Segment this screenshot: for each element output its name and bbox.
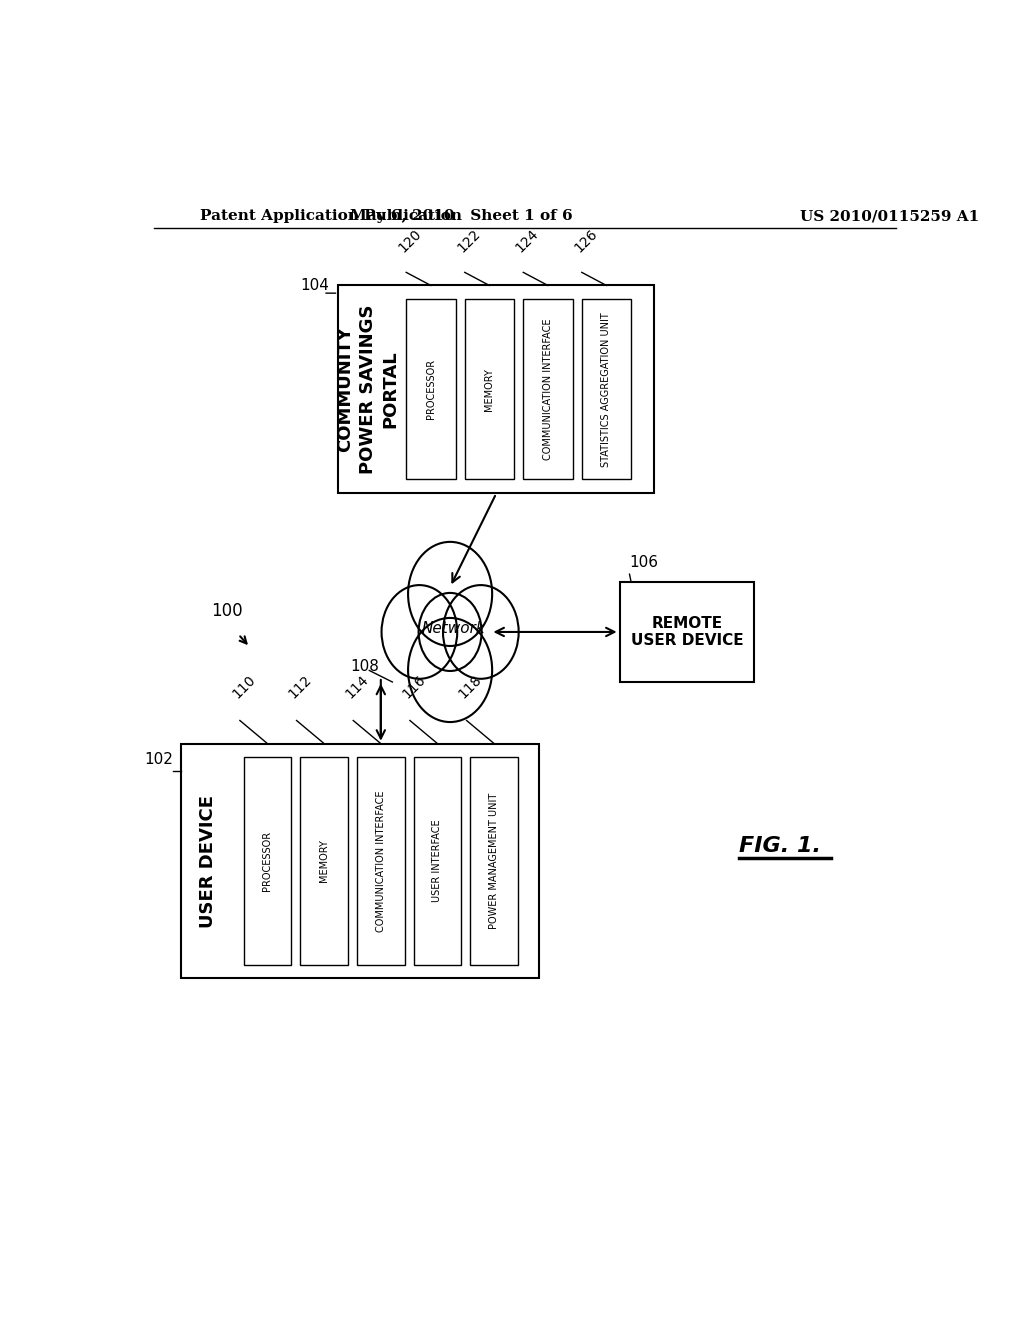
Text: Network: Network	[422, 620, 485, 636]
Ellipse shape	[409, 618, 493, 722]
Bar	[470, 758, 518, 965]
Text: POWER MANAGEMENT UNIT: POWER MANAGEMENT UNIT	[489, 793, 499, 929]
Text: 114: 114	[343, 673, 372, 701]
Bar	[407, 300, 456, 479]
Text: 116: 116	[399, 672, 428, 701]
Text: 104: 104	[300, 279, 329, 293]
Bar	[523, 300, 572, 479]
Text: FIG. 1.: FIG. 1.	[739, 836, 821, 855]
Text: Patent Application Publication: Patent Application Publication	[200, 209, 462, 223]
Bar	[620, 582, 755, 682]
Text: 120: 120	[396, 226, 424, 255]
Text: 126: 126	[571, 226, 600, 255]
Text: USER INTERFACE: USER INTERFACE	[432, 820, 442, 903]
Bar	[244, 758, 291, 965]
Text: REMOTE
USER DEVICE: REMOTE USER DEVICE	[631, 615, 743, 648]
Text: PROCESSOR: PROCESSOR	[426, 359, 436, 420]
Text: 108: 108	[350, 659, 379, 675]
Text: 122: 122	[455, 226, 483, 255]
Bar	[180, 743, 539, 978]
Text: 112: 112	[286, 673, 314, 701]
Bar	[414, 758, 461, 965]
Text: 118: 118	[456, 672, 484, 701]
Text: 102: 102	[144, 751, 173, 767]
Ellipse shape	[443, 585, 519, 678]
Ellipse shape	[382, 585, 458, 678]
Ellipse shape	[409, 541, 493, 645]
Bar	[582, 300, 631, 479]
Text: 124: 124	[513, 226, 542, 255]
Bar	[339, 285, 654, 494]
Text: COMMUNICATION INTERFACE: COMMUNICATION INTERFACE	[543, 318, 553, 461]
Bar	[357, 758, 404, 965]
Ellipse shape	[419, 593, 481, 671]
Text: USER DEVICE: USER DEVICE	[199, 795, 216, 928]
Bar	[300, 758, 348, 965]
Text: 110: 110	[229, 673, 258, 701]
Text: COMMUNITY
POWER SAVINGS
PORTAL: COMMUNITY POWER SAVINGS PORTAL	[337, 305, 399, 474]
Text: MEMORY: MEMORY	[484, 368, 495, 411]
Text: STATISTICS AGGREGATION UNIT: STATISTICS AGGREGATION UNIT	[601, 312, 611, 467]
Bar	[465, 300, 514, 479]
Text: COMMUNICATION INTERFACE: COMMUNICATION INTERFACE	[376, 791, 386, 932]
Text: US 2010/0115259 A1: US 2010/0115259 A1	[801, 209, 980, 223]
Text: PROCESSOR: PROCESSOR	[262, 832, 272, 891]
Text: 100: 100	[211, 602, 243, 620]
Text: 106: 106	[630, 556, 658, 570]
Text: May 6, 2010   Sheet 1 of 6: May 6, 2010 Sheet 1 of 6	[350, 209, 573, 223]
Text: MEMORY: MEMORY	[319, 840, 329, 883]
